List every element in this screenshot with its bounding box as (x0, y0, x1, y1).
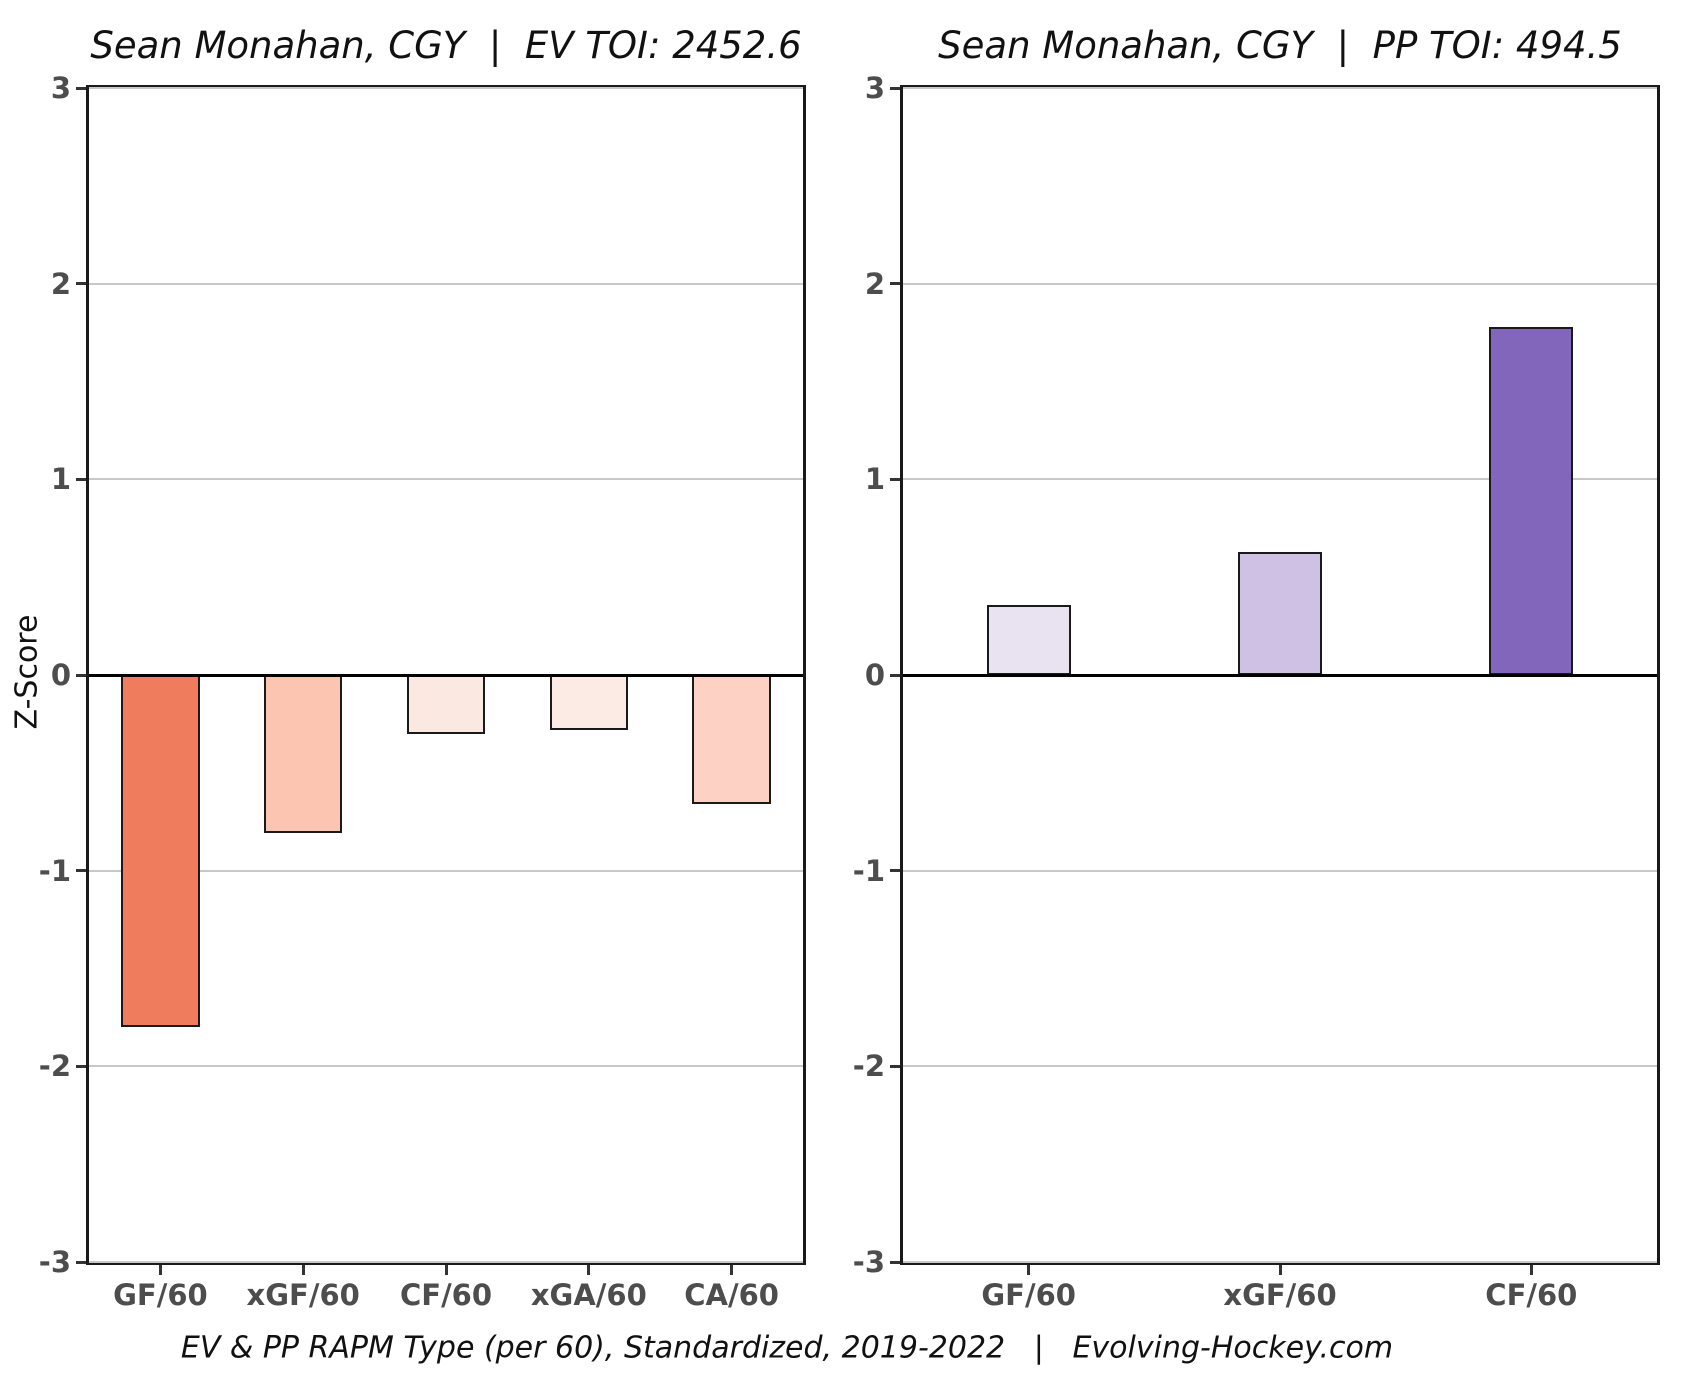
y-tick-mark (890, 86, 900, 90)
y-tick-label: -2 (852, 1049, 885, 1084)
gridline (89, 282, 803, 285)
y-tick-label: 0 (50, 658, 71, 692)
zero-line (89, 673, 803, 677)
x-tick-mark (1529, 1265, 1533, 1275)
gridline (89, 869, 803, 872)
gridline (89, 1065, 803, 1068)
x-tick-label: xGF/60 (246, 1278, 360, 1312)
y-tick-mark (890, 673, 900, 677)
y-tick-label: -1 (852, 853, 885, 888)
bar-gf60 (121, 675, 200, 1028)
y-tick-label: 1 (50, 462, 71, 497)
y-axis-label: Z-Score (9, 614, 45, 730)
bar-xgf60 (263, 675, 343, 834)
x-tick-label: CF/60 (1485, 1278, 1578, 1312)
y-tick-label: 2 (50, 266, 71, 301)
x-tick-mark (1027, 1265, 1031, 1275)
ev-chart-title: Sean Monahan, CGY | EV TOI: 2452.6 (90, 24, 802, 67)
bar-gf60 (986, 604, 1071, 675)
x-tick-label: GF/60 (113, 1278, 208, 1312)
x-tick-label: GF/60 (981, 1278, 1076, 1312)
pp-chart-title: Sean Monahan, CGY | PP TOI: 494.5 (938, 24, 1622, 67)
x-tick-label: xGF/60 (1223, 1278, 1337, 1312)
y-tick-mark (890, 1260, 900, 1264)
y-tick-label: 3 (864, 71, 885, 105)
gridline (903, 1065, 1657, 1068)
y-tick-label: -3 (38, 1245, 71, 1279)
x-tick-label: xGA/60 (530, 1278, 647, 1312)
pp-chart-panel: Sean Monahan, CGY | PP TOI: 494.5 3 2 1 0 -1… (853, 0, 1660, 1400)
bar-xga60 (549, 675, 629, 730)
x-tick-mark (587, 1265, 591, 1275)
y-tick-label: 0 (864, 658, 885, 692)
bar-cf60 (406, 675, 486, 734)
bar-xgf60 (1238, 551, 1322, 675)
gridline (903, 87, 1657, 89)
x-tick-mark (730, 1265, 734, 1275)
y-tick-mark (76, 869, 86, 873)
y-tick-label: 1 (864, 462, 885, 497)
gridline (89, 87, 803, 89)
y-tick-mark (76, 673, 86, 677)
x-tick-mark (158, 1265, 162, 1275)
y-tick-mark (76, 477, 86, 481)
y-tick-mark (76, 1064, 86, 1068)
ev-chart-panel: Sean Monahan, CGY | EV TOI: 2452.6 3 2 1 0 -… (39, 0, 806, 1400)
x-tick-label: CF/60 (399, 1278, 493, 1312)
y-tick-mark (76, 282, 86, 286)
bar-ca60 (692, 675, 771, 805)
x-tick-mark (444, 1265, 448, 1275)
caption: EV & PP RAPM Type (per 60), Standardized… (180, 1330, 1394, 1366)
y-tick-label: -1 (38, 853, 71, 888)
gridline (903, 478, 1657, 481)
y-tick-mark (76, 1260, 86, 1264)
y-tick-mark (890, 869, 900, 873)
x-tick-mark (301, 1265, 305, 1275)
gridline (89, 1261, 803, 1263)
gridline (903, 1261, 1657, 1263)
y-tick-label: -3 (852, 1245, 885, 1279)
y-tick-mark (76, 86, 86, 90)
x-tick-mark (1278, 1265, 1282, 1275)
x-tick-label: CA/60 (684, 1278, 779, 1312)
bar-cf60 (1489, 326, 1574, 675)
gridline (89, 478, 803, 481)
y-tick-mark (890, 477, 900, 481)
gridline (903, 282, 1657, 285)
plot-area: 3 2 1 0 -1 -2 -3 GF/60 xGF/60 CF/60 (853, 71, 1660, 1312)
gridline (903, 869, 1657, 872)
plot-area: 3 2 1 0 -1 -2 -3 GF/60 xGF/60 CF/60 xGA/60 CA/60 (39, 71, 806, 1312)
y-tick-mark (890, 1064, 900, 1068)
y-tick-label: -2 (38, 1049, 71, 1084)
zero-line (903, 673, 1657, 677)
y-tick-label: 2 (864, 266, 885, 301)
y-tick-label: 3 (50, 71, 71, 105)
y-tick-mark (890, 282, 900, 286)
